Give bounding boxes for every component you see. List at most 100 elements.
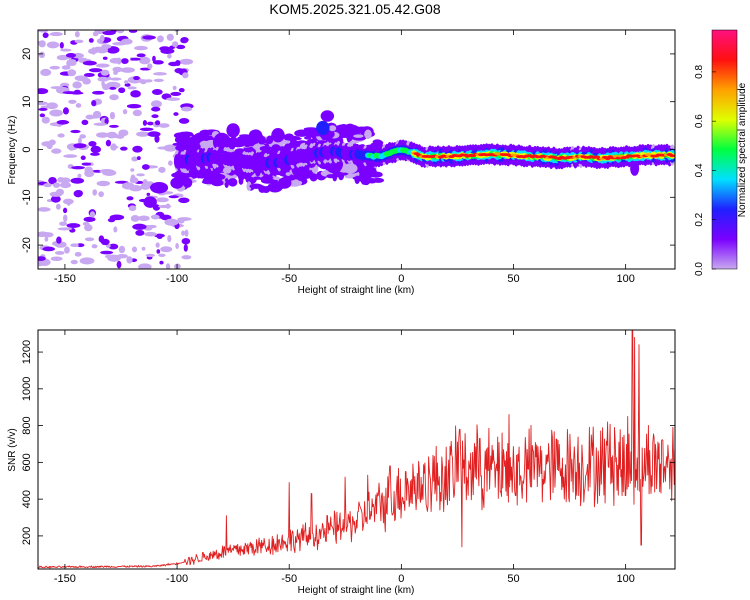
spectrogram-cell <box>248 129 263 141</box>
spectrogram-cell <box>344 124 359 132</box>
spectrogram-cell <box>73 143 87 149</box>
spectrogram-cell <box>52 182 61 188</box>
spectrogram-cell <box>44 236 49 242</box>
spectrogram-cell <box>160 48 175 54</box>
spectrogram-cell <box>134 45 148 51</box>
snr-x-tick-label: -150 <box>54 573 76 585</box>
spectrogram-cell <box>68 99 77 104</box>
spectrogram-cell <box>91 99 97 107</box>
spectrogram-cell <box>82 60 97 66</box>
spectrogram-x-tick-label: 0 <box>398 273 404 285</box>
snr-x-tick-label: 100 <box>616 573 634 585</box>
spectrogram-cell <box>74 39 84 44</box>
spectrogram-cell <box>147 131 161 137</box>
spectrogram-cell <box>100 69 110 76</box>
spectrogram-cell <box>38 30 49 33</box>
spectrogram-cell <box>130 215 140 222</box>
spectrogram-cell <box>181 255 192 260</box>
spectrogram-cell <box>63 154 78 158</box>
spectrogram-cell <box>231 141 245 146</box>
spectrogram-cell <box>72 81 82 89</box>
spectrogram-cell <box>271 127 285 143</box>
spectrogram-cell <box>84 169 95 178</box>
spectrogram-cell <box>139 79 147 85</box>
spectrogram-cell <box>316 120 330 136</box>
spectrogram-cell <box>165 263 171 269</box>
spectrogram-cell <box>112 66 123 73</box>
spectrogram-y-tick-label: -10 <box>21 189 33 205</box>
spectrogram-cell <box>67 69 77 77</box>
spectrogram-cell <box>178 197 190 204</box>
snr-y-tick-label: 200 <box>21 527 33 545</box>
spectrogram-cell <box>170 177 184 189</box>
spectrogram-cell <box>109 214 125 221</box>
spectrogram-cell <box>92 189 98 196</box>
spectrogram-cell <box>243 137 252 148</box>
snr-x-ticks: -150 -100 -50 0 50 100 <box>54 330 635 585</box>
spectrogram-cell <box>157 146 170 150</box>
spectrogram-cell <box>109 111 116 120</box>
spectrogram-cell <box>70 243 79 247</box>
spectrogram-cell <box>110 145 119 149</box>
spectrogram-cell <box>303 127 318 131</box>
spectrogram-cell <box>116 57 122 65</box>
spectrogram-cell <box>164 218 179 226</box>
spectrogram-cell <box>97 76 109 82</box>
spectrogram-cell <box>73 89 81 95</box>
spectrogram-cell <box>151 106 161 112</box>
spectrogram-cell <box>118 129 129 137</box>
snr-background <box>38 330 675 569</box>
spectrogram-cell <box>51 148 62 154</box>
colorbar-tick-label: 0.4 <box>694 163 705 177</box>
spectrogram-cell <box>59 177 71 184</box>
spectrogram-cell <box>71 165 85 170</box>
spectrogram-cell <box>132 109 142 117</box>
spectrogram-cell <box>135 229 145 236</box>
spectrogram-cell <box>95 63 110 68</box>
colorbar-ticks: 0.0 0.2 0.4 0.6 0.8 <box>694 64 716 276</box>
spectrogram-cell <box>181 230 186 236</box>
spectrogram-cell <box>328 125 337 132</box>
spectrogram-cell <box>131 156 139 162</box>
spectrogram-cell <box>132 145 143 153</box>
spectrogram-cell <box>59 41 64 49</box>
spectrogram-cell <box>91 244 98 249</box>
snr-series-line <box>38 330 675 569</box>
snr-y-tick-label: 600 <box>21 453 33 471</box>
spectrogram-cell <box>180 37 189 44</box>
spectrogram-cell <box>96 180 111 187</box>
snr-x-tick-label: -50 <box>281 573 297 585</box>
spectrogram-y-tick-label: 10 <box>21 96 33 108</box>
spectrogram-cell <box>92 110 102 119</box>
spectrogram-cell <box>105 139 112 147</box>
spectrogram-cell <box>224 177 229 189</box>
spectrogram-cell <box>139 127 154 131</box>
spectrogram-cell <box>168 195 179 199</box>
spectrogram-cell <box>82 78 91 85</box>
spectrogram-cell <box>181 237 191 245</box>
spectrogram-x-tick-label: -100 <box>166 273 188 285</box>
spectrogram-cell <box>172 142 183 146</box>
spectrogram-cell <box>144 231 157 237</box>
spectrogram-cell <box>326 174 335 179</box>
spectrogram-x-tick-label: -50 <box>281 273 297 285</box>
snr-y-tick-label: 1000 <box>21 377 33 401</box>
spectrogram-cell <box>96 132 109 138</box>
spectrogram-cell <box>173 112 179 116</box>
spectrogram-cell <box>260 177 274 184</box>
spectrogram-cell <box>160 246 173 253</box>
spectrogram-cell <box>38 88 49 95</box>
snr-x-tick-label: 0 <box>398 573 404 585</box>
spectrogram-cell <box>70 129 81 134</box>
spectrogram-cell <box>118 87 126 94</box>
spectrogram-cell <box>38 231 50 238</box>
spectrogram-cell <box>49 65 60 70</box>
spectrogram-cell <box>40 68 52 77</box>
spectrogram-cell <box>55 203 61 210</box>
spectrogram-x-tick-label: 100 <box>616 273 634 285</box>
spectrogram-cell <box>284 137 300 141</box>
spectrogram-cell <box>203 172 218 184</box>
spectrogram-cell <box>113 226 118 233</box>
spectrogram-cell <box>57 227 73 231</box>
snr-x-tick-label: 50 <box>507 573 519 585</box>
